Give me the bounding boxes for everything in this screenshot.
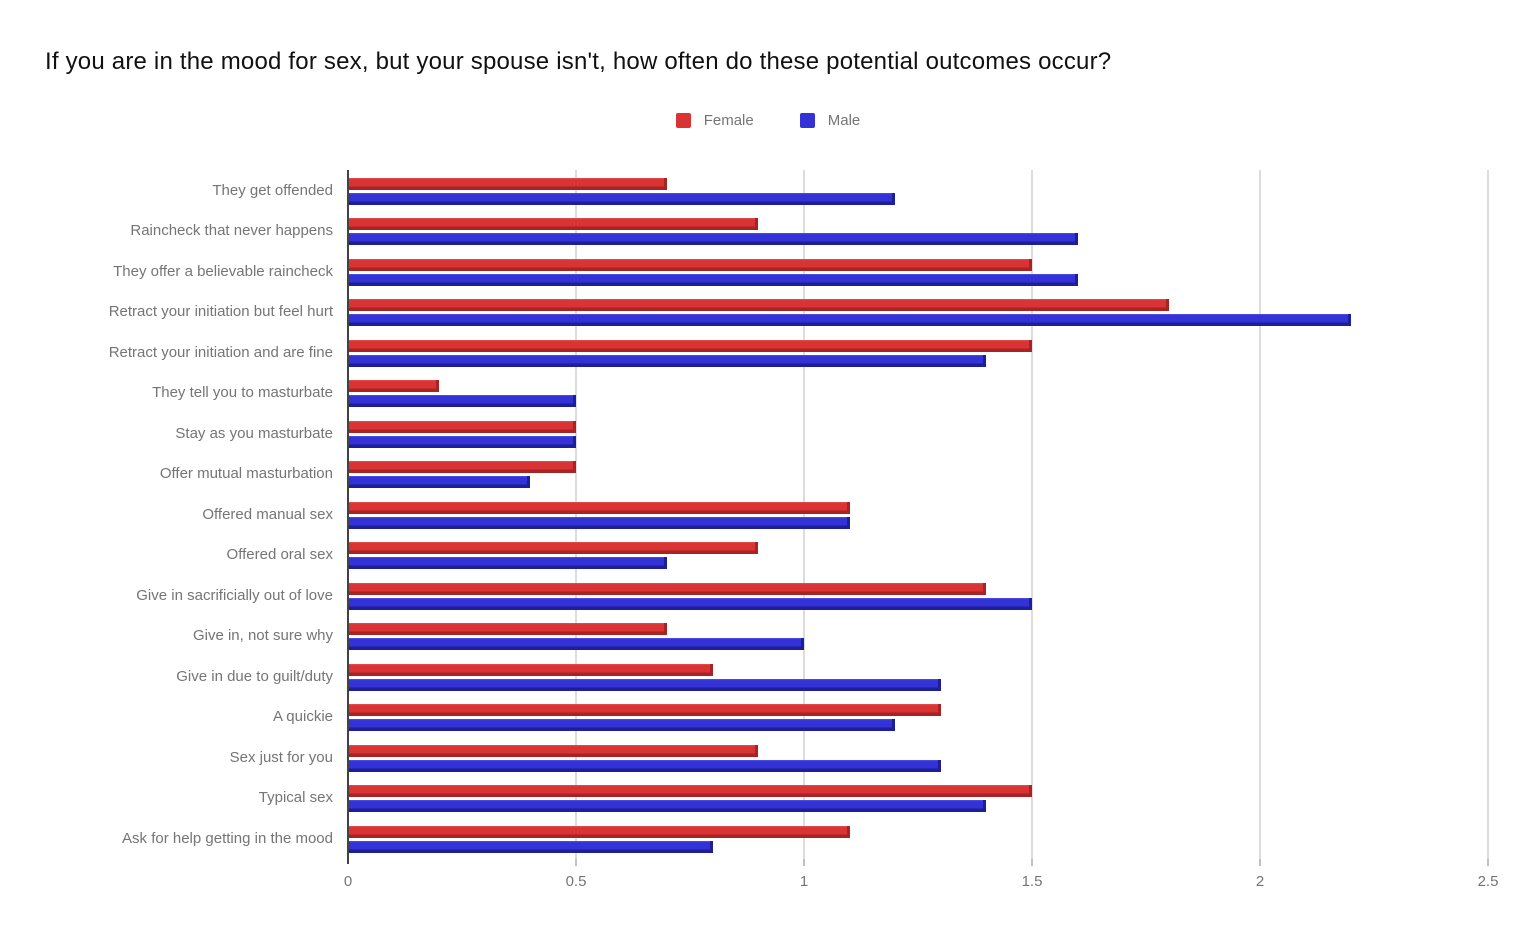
category-label: A quickie: [272, 708, 333, 726]
legend-item-female: Female: [675, 112, 754, 129]
legend-swatch-female: [675, 113, 691, 128]
bar-male[interactable]: [348, 354, 987, 367]
category-label: Offer mutual masturbation: [159, 465, 333, 483]
bar-female[interactable]: [348, 177, 668, 190]
bar-female[interactable]: [348, 461, 576, 473]
gridline: [1259, 170, 1261, 859]
chart-row: [348, 292, 1488, 333]
category-label: They offer a believable raincheck: [113, 262, 333, 280]
bar-female[interactable]: [348, 704, 941, 716]
tick-mark: [1487, 858, 1489, 866]
bar-male[interactable]: [348, 395, 576, 407]
bar-male[interactable]: [348, 233, 1078, 245]
bar-male[interactable]: [348, 557, 668, 569]
category-label: Give in due to guilt/duty: [176, 667, 333, 685]
plot-area: [347, 170, 1489, 866]
legend-item-male: Male: [799, 112, 861, 129]
chart-row: [348, 656, 1488, 697]
category-label: Retract your initiation but feel hurt: [108, 303, 333, 321]
chart-row: [348, 494, 1488, 535]
bar-female[interactable]: [348, 623, 668, 635]
bar-male[interactable]: [348, 719, 896, 731]
x-tick-label: 1.5: [1021, 872, 1043, 890]
bar-male[interactable]: [348, 516, 850, 529]
category-label: Ask for help getting in the mood: [122, 829, 333, 847]
chart-row: [348, 332, 1488, 373]
bar-male[interactable]: [348, 840, 713, 853]
bar-male[interactable]: [348, 597, 1032, 610]
chart-row: [348, 413, 1488, 454]
bar-male[interactable]: [348, 273, 1078, 286]
category-label: They get offended: [212, 181, 333, 199]
category-label: Give in, not sure why: [192, 627, 333, 645]
chart-row: [348, 697, 1488, 738]
bar-male[interactable]: [348, 476, 531, 488]
chart-legend: Female Male: [0, 112, 1536, 129]
bar-male[interactable]: [348, 638, 804, 650]
chart-row: [348, 778, 1488, 819]
chart-row: [348, 373, 1488, 414]
legend-label: Male: [827, 112, 861, 129]
bar-chart: They get offended Raincheck that never ha…: [0, 170, 1536, 899]
axis-zero-line: [347, 170, 349, 864]
chart-row: [348, 454, 1488, 495]
bar-female[interactable]: [348, 339, 1032, 352]
category-label: Stay as you masturbate: [175, 424, 333, 442]
bar-female[interactable]: [348, 501, 850, 514]
bar-female[interactable]: [348, 299, 1169, 311]
gridline: [803, 170, 805, 859]
bar-female[interactable]: [348, 825, 850, 838]
bar-female[interactable]: [348, 380, 440, 392]
chart-row: [348, 170, 1488, 211]
tick-mark: [803, 858, 805, 866]
tick-mark: [1031, 858, 1033, 866]
legend-swatch-male: [799, 113, 815, 128]
bar-female[interactable]: [348, 218, 759, 230]
tick-mark: [1259, 858, 1261, 866]
bar-female[interactable]: [348, 542, 759, 554]
chart-row: [348, 737, 1488, 778]
chart-row: [348, 251, 1488, 292]
bar-female[interactable]: [348, 420, 576, 433]
bar-male[interactable]: [348, 435, 576, 448]
chart-row: [348, 616, 1488, 657]
gridline: [1487, 170, 1489, 859]
bar-male[interactable]: [348, 314, 1352, 326]
bar-male[interactable]: [348, 678, 941, 691]
x-tick-label: 2.5: [1477, 872, 1499, 890]
x-tick-label: 2: [1255, 872, 1265, 890]
bar-female[interactable]: [348, 744, 759, 757]
bar-male[interactable]: [348, 192, 896, 205]
bar-female[interactable]: [348, 663, 713, 676]
gridline: [575, 170, 577, 859]
category-label: Sex just for you: [229, 748, 333, 766]
x-tick-label: 0.5: [565, 872, 587, 890]
bar-female[interactable]: [348, 785, 1032, 797]
gridline: [1031, 170, 1033, 859]
x-axis-labels: 0 0.5 1 1.5 2 2.5: [0, 859, 1536, 899]
bar-male[interactable]: [348, 759, 941, 772]
x-tick-label: 1: [799, 872, 809, 890]
category-label: Retract your initiation and are fine: [108, 343, 333, 361]
category-label: Give in sacrificially out of love: [136, 586, 333, 604]
chart-row: [348, 535, 1488, 576]
category-label: They tell you to masturbate: [152, 384, 333, 402]
chart-row: [348, 575, 1488, 616]
category-label: Offered manual sex: [202, 505, 333, 523]
category-labels-column: They get offended Raincheck that never ha…: [0, 170, 348, 859]
x-tick-label: 0: [343, 872, 353, 890]
bar-male[interactable]: [348, 800, 987, 812]
legend-label: Female: [703, 112, 754, 129]
category-label: Offered oral sex: [226, 546, 333, 564]
category-label: Typical sex: [258, 789, 333, 807]
tick-mark: [575, 858, 577, 866]
chart-row: [348, 211, 1488, 252]
chart-row: [348, 818, 1488, 859]
chart-title: If you are in the mood for sex, but your…: [45, 48, 1112, 75]
bar-female[interactable]: [348, 582, 987, 595]
bar-female[interactable]: [348, 258, 1032, 271]
category-label: Raincheck that never happens: [130, 222, 333, 240]
